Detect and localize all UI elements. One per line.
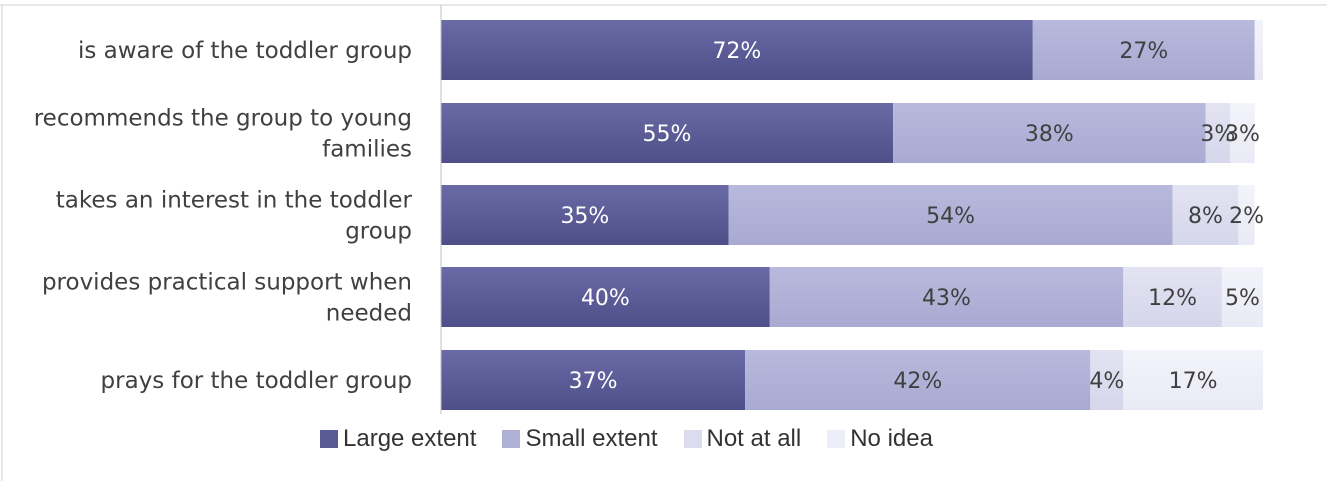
legend: Large extent Small extent Not at all No ide… [320,425,933,453]
legend-item-small-extent: Small extent [502,425,658,453]
bar-segment-small-extent-3 [769,267,1124,327]
legend-item-not-at-all: Not at all [683,425,802,453]
value-label-small-extent-3: 43% [922,286,971,311]
bar-segment-not-at-all-1 [1205,103,1231,163]
value-labels-layer: 72% 27% 55% 38% 3%3% 35% 54% 8% 2% 40% 43% 12% 5% 37%… [560,39,1264,394]
bar-segment-small-extent-4 [745,350,1091,410]
value-label-large-extent-0: 72% [712,39,761,64]
bar-segment-no-idea-1 [1230,103,1255,163]
legend-swatch [827,430,846,448]
category-label-3: needed [326,301,412,327]
value-label-not-at-all-4: 4% [1089,369,1124,394]
value-label-small-extent-4: 42% [893,369,942,394]
value-label-no-idea-2: 2% [1229,204,1264,229]
bar-segment-not-at-all-2 [1172,185,1239,245]
bar-segment-no-idea-4 [1123,350,1263,410]
bar-segment-small-extent-1 [893,103,1206,163]
bar-segment-no-idea-3 [1221,267,1263,327]
category-label-0: is aware of the toddler group [78,38,412,64]
value-label-not-at-all-2: 8% [1188,204,1223,229]
legend-swatch [320,430,338,448]
value-label-not-at-all-1: 3% [1200,122,1235,147]
legend-swatch [502,430,521,448]
legend-label: Small extent [525,425,658,452]
bar-segment-no-idea-2 [1238,185,1255,245]
value-label-no-idea-1: 3% [1225,122,1260,147]
value-label-small-extent-0: 27% [1119,39,1168,64]
value-label-large-extent-1: 55% [643,122,692,147]
value-label-small-extent-2: 54% [926,204,975,229]
bar-segment-large-extent-2 [441,185,729,245]
bar-segment-large-extent-1 [441,103,894,163]
bar-segment-large-extent-3 [441,267,770,327]
value-label-not-at-all-3: 12% [1148,286,1197,311]
bar-segment-large-extent-4 [441,350,746,410]
bar-segment-no-idea-0 [1254,20,1263,80]
category-label-4: prays for the toddler group [101,368,412,394]
bar-segment-large-extent-0 [441,20,1033,80]
legend-item-large-extent: Large extent [320,425,476,453]
value-label-small-extent-1: 38% [1025,122,1074,147]
legend-swatch [683,430,702,448]
value-label-no-idea-4: 17% [1169,369,1218,394]
category-label-2: takes an interest in the toddler [56,188,413,214]
bar-segment-small-extent-0 [1032,20,1255,80]
value-label-no-idea-3: 5% [1225,286,1260,311]
value-label-large-extent-3: 40% [581,286,630,311]
category-labels-layer: is aware of the toddler group recommends … [34,38,413,394]
value-label-large-extent-2: 35% [560,204,609,229]
category-label-3: provides practical support when [42,270,412,296]
legend-label: Not at all [706,425,802,452]
legend-item-no-idea: No idea [827,425,933,453]
legend-label: No idea [850,425,933,452]
value-label-large-extent-4: 37% [569,369,618,394]
bar-segment-not-at-all-3 [1123,267,1222,327]
bar-segment-not-at-all-4 [1090,350,1124,410]
category-label-1: families [322,137,412,163]
bar-segment-small-extent-2 [728,185,1173,245]
bars-layer [441,20,1263,410]
category-label-2: group [345,219,412,245]
category-label-1: recommends the group to young [34,106,412,132]
legend-label: Large extent [343,425,477,452]
